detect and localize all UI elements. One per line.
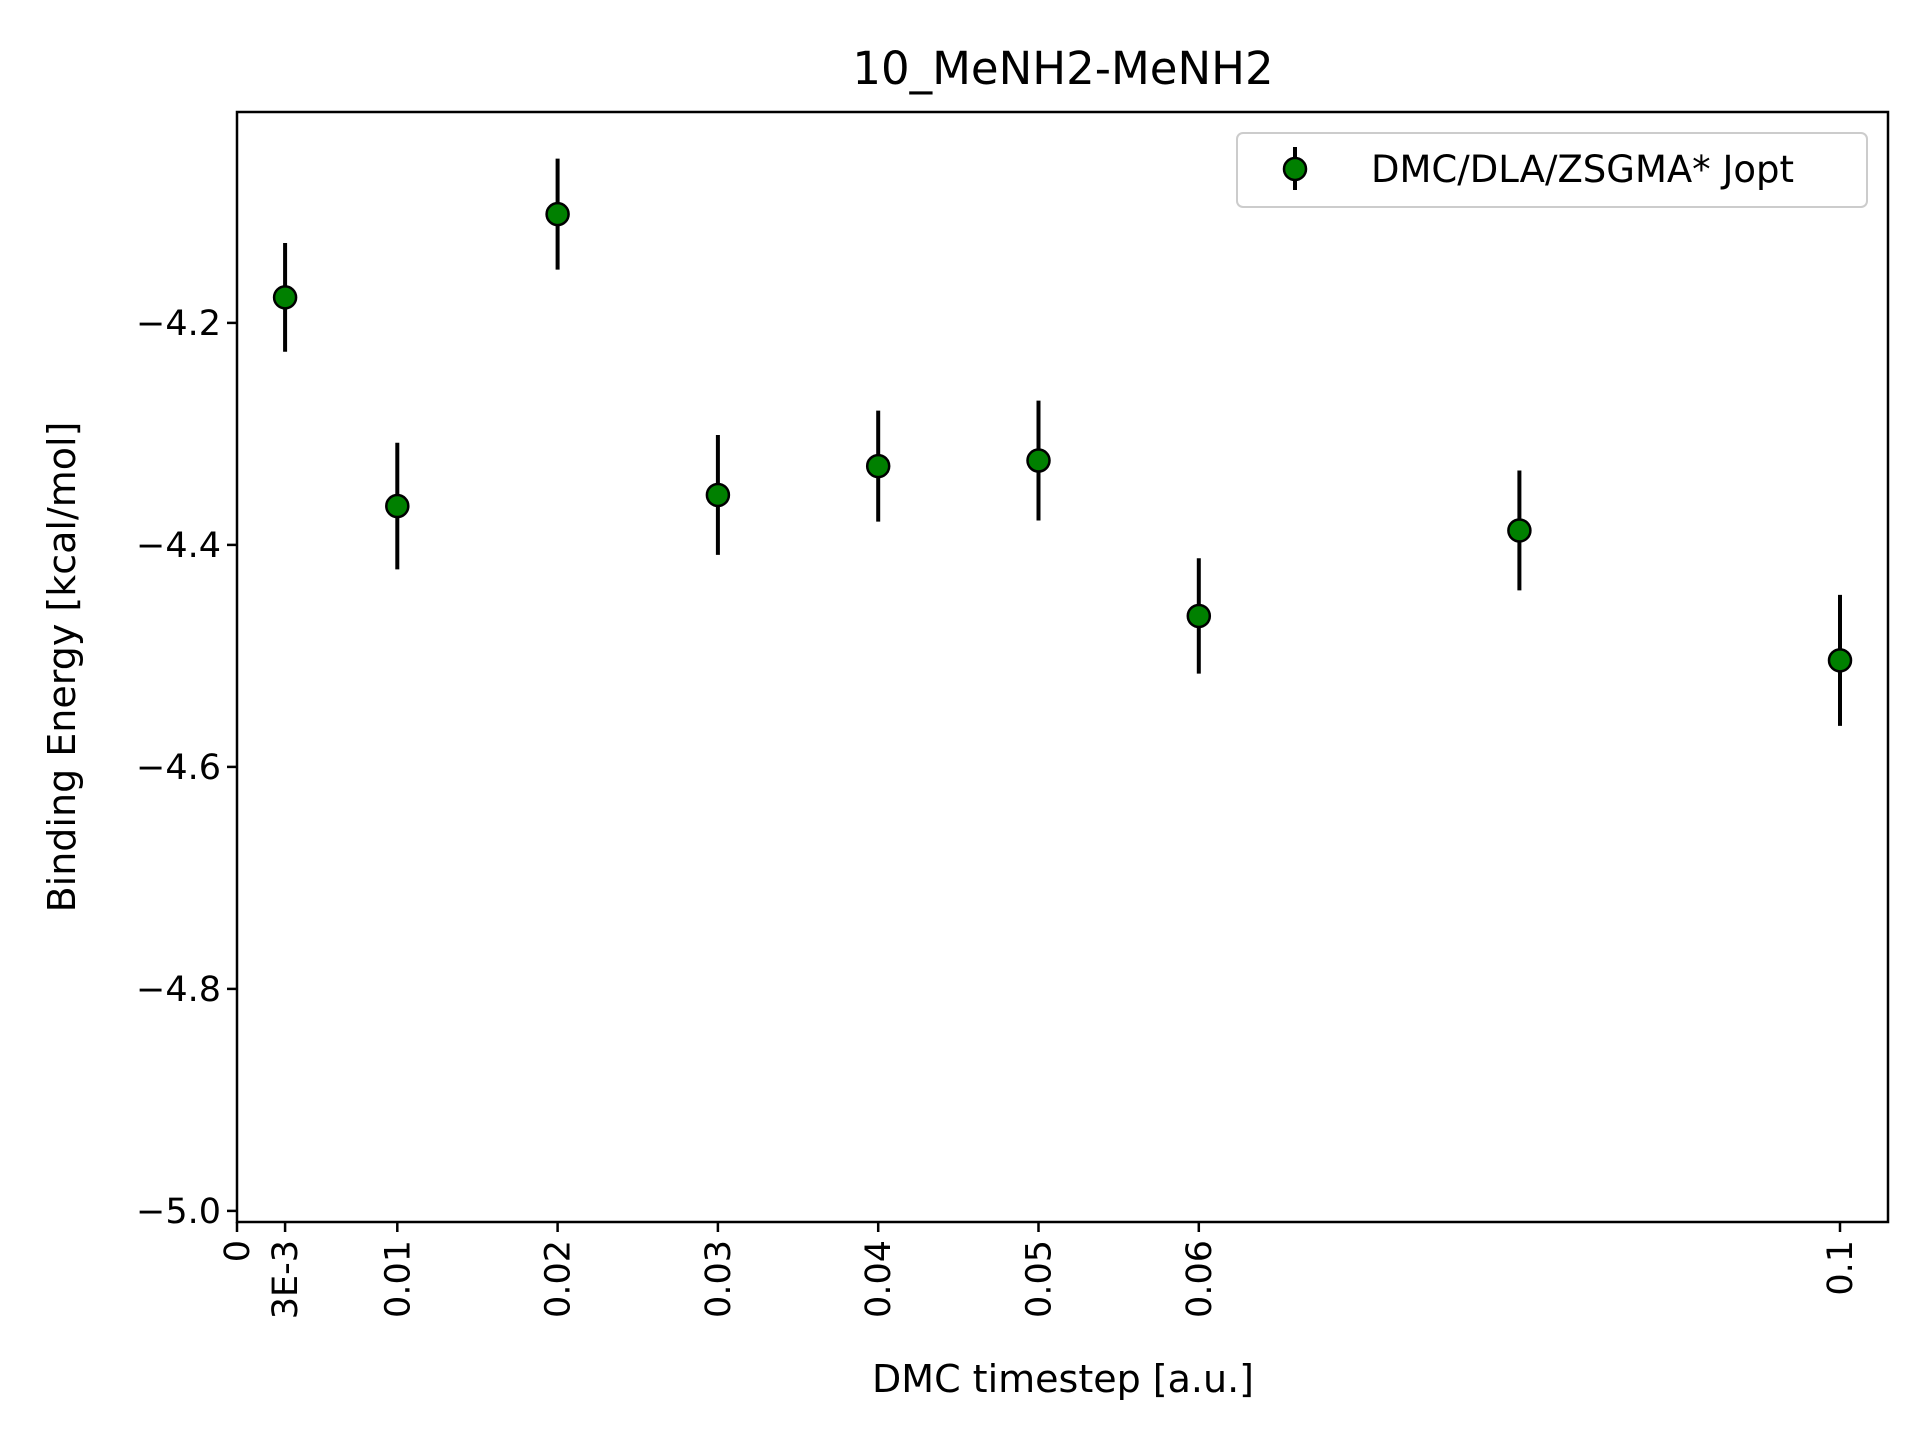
plot-area-frame — [235, 110, 1890, 1224]
y-tick-label: −4.6 — [136, 748, 221, 788]
y-axis-ticks: −4.2 −4.4 −4.6 −4.8 −5.0 — [136, 304, 237, 1232]
data-point — [1186, 603, 1212, 629]
data-point — [865, 453, 891, 479]
data-point — [1827, 648, 1853, 673]
legend-box — [1236, 132, 1868, 208]
data-point — [1507, 518, 1532, 543]
chart-title: 10_MeNH2-MeNH2 — [852, 42, 1273, 95]
data-point — [272, 285, 298, 310]
y-axis-label: Binding Energy [kcal/mol] — [40, 422, 84, 913]
x-axis-ticks: 0 3E-3 0.01 0.02 0.03 0.04 0.05 0.06 0.1 — [218, 1222, 1861, 1319]
x-tick-label: 0.02 — [539, 1240, 579, 1318]
y-tick-label: −5.0 — [136, 1192, 221, 1232]
error-bars — [283, 158, 1842, 726]
legend-label: DMC/DLA/ZSGMA* Jopt — [1371, 148, 1794, 191]
x-tick-label: 3E-3 — [266, 1240, 306, 1319]
x-tick-label: 0.1 — [1821, 1240, 1861, 1296]
x-tick-label: 0.01 — [378, 1240, 418, 1318]
data-point — [545, 201, 570, 227]
x-axis-label: DMC timestep [a.u.] — [872, 1357, 1254, 1401]
data-markers — [272, 201, 1853, 673]
legend: DMC/DLA/ZSGMA* Jopt — [1236, 132, 1868, 208]
data-point — [1026, 448, 1051, 473]
legend-marker — [1282, 156, 1308, 182]
x-tick-label: 0 — [218, 1240, 258, 1262]
y-tick-label: −4.2 — [136, 304, 221, 344]
data-point — [705, 482, 731, 508]
x-tick-label: 0.06 — [1180, 1240, 1220, 1318]
y-tick-label: −4.4 — [136, 526, 221, 566]
y-tick-label: −4.8 — [136, 970, 221, 1010]
data-point — [385, 493, 410, 519]
x-tick-label: 0.05 — [1020, 1240, 1060, 1318]
x-tick-label: 0.03 — [699, 1240, 739, 1318]
x-tick-label: 0.04 — [859, 1240, 899, 1318]
